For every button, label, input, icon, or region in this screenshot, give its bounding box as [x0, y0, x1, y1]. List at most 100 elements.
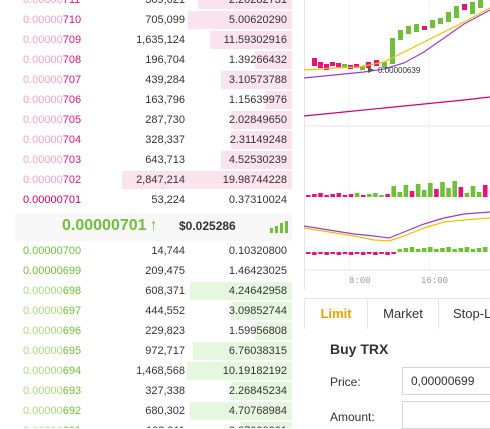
bid-row[interactable]: 0.00000691 193,911 2.07000001	[15, 421, 292, 428]
histogram-bar	[440, 248, 445, 252]
order-amount: 608,371	[145, 285, 185, 297]
panel-divider	[296, 0, 304, 428]
ask-row[interactable]: 0.00000704 328,337 2.31149248	[15, 130, 292, 150]
order-amount: 209,475	[145, 265, 185, 277]
order-price: 0.00000695	[23, 345, 82, 357]
bid-row[interactable]: 0.00000696 229,823 1.59956808	[15, 321, 292, 341]
candle	[478, 0, 483, 8]
order-price: 0.00000697	[23, 305, 82, 317]
histogram-bar	[415, 249, 421, 252]
bid-row[interactable]: 0.00000695 972,717 6.76038315	[15, 341, 292, 361]
order-total: 2.26845234	[228, 385, 287, 397]
depth-bar	[265, 91, 292, 109]
order-total: 1.46423025	[228, 265, 287, 277]
order-amount: 444,552	[145, 305, 185, 317]
histogram-bar	[397, 249, 403, 252]
ask-row[interactable]: 0.00000703 643,713 4.52530239	[15, 150, 292, 170]
bid-row[interactable]: 0.00000692 680,302 4.70768984	[15, 401, 292, 421]
histogram-bar	[324, 252, 329, 255]
order-amount: 680,302	[145, 405, 185, 417]
histogram-bar	[476, 248, 482, 252]
ask-row[interactable]: 0.00000708 196,704 1.39266432	[15, 50, 292, 70]
candle	[446, 12, 451, 22]
ask-row[interactable]: 0.00000705 287,730 2.02849650	[15, 110, 292, 130]
amount-input[interactable]	[402, 401, 490, 429]
histogram-bar	[482, 247, 488, 252]
candle	[354, 64, 359, 68]
order-total: 4.52530239	[228, 154, 287, 166]
bid-row[interactable]: 0.00000698 608,371 4.24642958	[15, 281, 292, 301]
volume-bar	[318, 193, 323, 197]
ask-row[interactable]: 0.00000707 439,284 3.10573788	[15, 70, 292, 90]
order-total: 10.19182192	[222, 365, 287, 377]
ask-row[interactable]: 0.00000711 309,621 2.20282731	[15, 0, 292, 10]
order-amount: 53,224	[151, 194, 185, 206]
order-amount: 705,099	[145, 14, 185, 26]
volume-bar	[391, 186, 396, 197]
candle	[398, 30, 403, 40]
up-arrow-icon: ↑	[149, 217, 158, 234]
low-marker-arrow-icon	[368, 67, 374, 73]
order-total: 3.10573788	[228, 74, 287, 86]
volume-bar	[458, 187, 464, 197]
volume-bar	[403, 185, 409, 197]
candle	[454, 6, 459, 18]
buy-form-title: Buy TRX	[330, 341, 389, 357]
bid-row[interactable]: 0.00000694 1,468,568 10.19182192	[15, 361, 292, 381]
order-total: 2.07000001	[229, 421, 287, 428]
ma-line-purple	[304, 9, 490, 79]
order-price: 0.00000706	[23, 94, 82, 106]
histogram-bar	[403, 248, 409, 252]
order-total: 6.76038315	[228, 345, 287, 357]
candle	[318, 62, 323, 68]
ma-line-red	[304, 96, 490, 117]
depth-bar	[190, 402, 292, 420]
bid-row[interactable]: 0.00000697 444,552 3.09852744	[15, 301, 292, 321]
histogram-bar	[318, 252, 323, 254]
ask-row[interactable]: 0.00000709 1,635,124 11.59302916	[15, 30, 292, 50]
bid-row[interactable]: 0.00000700 14,744 0.10320800	[15, 241, 292, 261]
order-price: 0.00000699	[23, 265, 82, 277]
order-amount: 328,337	[145, 134, 185, 146]
order-price: 0.00000698	[23, 285, 82, 297]
tab-stop-limit[interactable]: Stop-Limit	[453, 306, 490, 321]
price-label: Price:	[330, 375, 361, 389]
bid-row[interactable]: 0.00000699 209,475 1.46423025	[15, 261, 292, 281]
order-total: 19.98744228	[222, 174, 287, 186]
volume-bar	[324, 195, 329, 197]
price-chart[interactable]: 0.00000639 8:00 16:00	[304, 0, 490, 290]
histogram-bar	[428, 247, 433, 252]
volume-bar	[373, 193, 378, 197]
volume-bar	[415, 184, 421, 197]
ask-row[interactable]: 0.00000706 163,796 1.15639976	[15, 90, 292, 110]
order-price: 0.00000700	[23, 245, 82, 257]
order-amount: 14,744	[151, 245, 185, 257]
volume-bar	[482, 185, 488, 197]
order-total: 0.10320800	[228, 245, 287, 257]
indicator-line-yellow	[304, 217, 490, 242]
candle	[336, 63, 341, 67]
low-price-marker: 0.00000639	[378, 66, 421, 75]
volume-bar	[470, 186, 476, 197]
order-total: 0.37310024	[228, 194, 287, 206]
order-amount: 309,621	[145, 0, 185, 6]
volume-bar	[306, 195, 311, 197]
depth-bar	[231, 382, 292, 400]
order-price: 0.00000702	[23, 174, 82, 186]
order-amount: 439,284	[145, 74, 185, 86]
candle	[324, 64, 329, 70]
candle	[430, 20, 435, 28]
price-input[interactable]	[402, 367, 490, 395]
tab-limit[interactable]: Limit	[305, 299, 368, 329]
ask-row[interactable]: 0.00000702 2,847,214 19.98744228	[15, 170, 292, 190]
order-amount: 196,704	[145, 54, 185, 66]
volume-bar	[348, 194, 354, 197]
bid-row[interactable]: 0.00000693 327,338 2.26845234	[15, 381, 292, 401]
tab-market[interactable]: Market	[368, 299, 439, 329]
ask-row[interactable]: 0.00000701 53,224 0.37310024	[15, 190, 292, 210]
histogram-bar	[421, 248, 427, 252]
ask-row[interactable]: 0.00000710 705,099 5.00620290	[15, 10, 292, 30]
volume-bar	[360, 195, 366, 197]
volume-bar	[446, 188, 451, 197]
volume-bar	[440, 182, 445, 197]
